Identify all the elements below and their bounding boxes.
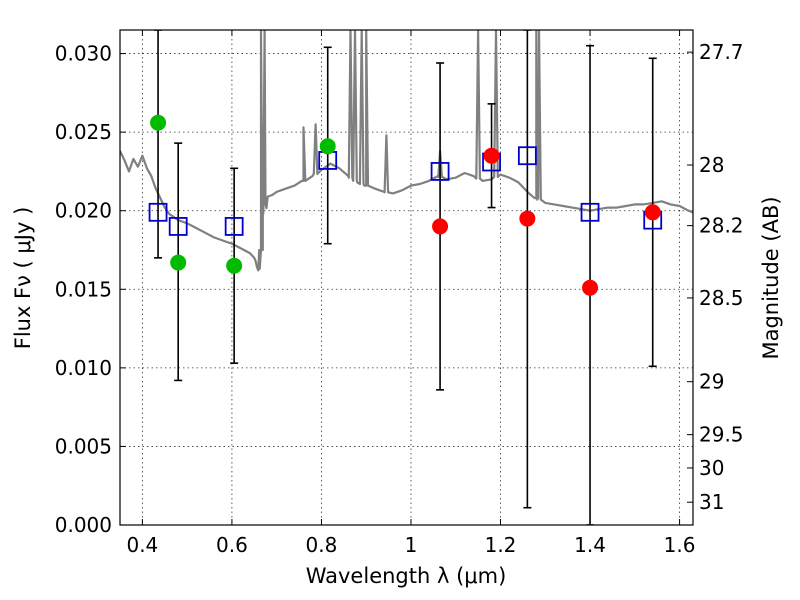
mag-tick-label: 31	[699, 490, 724, 514]
mag-tick-label: 30	[699, 456, 724, 480]
x-tick-label: 0.4	[126, 533, 158, 557]
model-square-point	[580, 202, 600, 222]
x-axis-label: Wavelength λ (μm)	[306, 564, 507, 588]
mag-tick-label: 29.5	[699, 423, 744, 447]
x-tick-label: 1	[405, 533, 418, 557]
x-tick-label: 0.6	[216, 533, 248, 557]
observed-green-point	[226, 257, 243, 274]
y-tick-label: 0.025	[55, 120, 112, 144]
y-tick-label: 0.010	[55, 356, 112, 380]
y-tick-label: 0.015	[55, 277, 112, 301]
plot-frame	[119, 29, 694, 526]
mag-tick-label: 27.7	[699, 40, 744, 64]
tick-layer: 0.4 0.6 0.8 1 1.2 1.4 1.6 0.000 0.005 0.010 0.015 0…	[55, 30, 744, 557]
y-tick-label: 0.020	[55, 199, 112, 223]
model-square-point	[224, 217, 244, 236]
observed-green-point	[319, 138, 336, 155]
mag-tick-label: 28.2	[699, 214, 744, 238]
observed-red-point	[519, 210, 536, 227]
marker-layer	[148, 114, 663, 296]
sed-line	[120, 30, 693, 272]
y2-axis-label: Magnitude (AB)	[759, 196, 783, 359]
y-tick-label: 0.005	[55, 434, 112, 458]
y-tick-label: 0.000	[55, 513, 112, 537]
mag-tick-label: 29	[699, 370, 724, 394]
observed-red-point	[432, 218, 449, 235]
mag-tick-label: 28	[699, 153, 724, 177]
observed-red-point	[483, 147, 500, 164]
x-tick-label: 1.6	[664, 533, 696, 557]
observed-green-point	[150, 114, 167, 131]
mag-tick-label: 28.5	[699, 286, 744, 310]
model-square-point	[517, 146, 537, 166]
plot-background	[120, 30, 693, 525]
x-tick-label: 1.4	[574, 533, 606, 557]
x-tick-label: 1.2	[485, 533, 517, 557]
y-axis-label: Flux Fν ( μJy )	[11, 207, 35, 350]
observed-red-point	[582, 279, 599, 296]
sed-layer	[120, 30, 693, 272]
model-square-point	[148, 202, 168, 222]
y-tick-label: 0.030	[55, 42, 112, 66]
model-square-point	[430, 162, 450, 181]
model-square-point	[168, 217, 188, 236]
observed-green-point	[170, 254, 187, 271]
x-tick-label: 0.8	[306, 533, 338, 557]
observed-red-point	[644, 204, 661, 221]
